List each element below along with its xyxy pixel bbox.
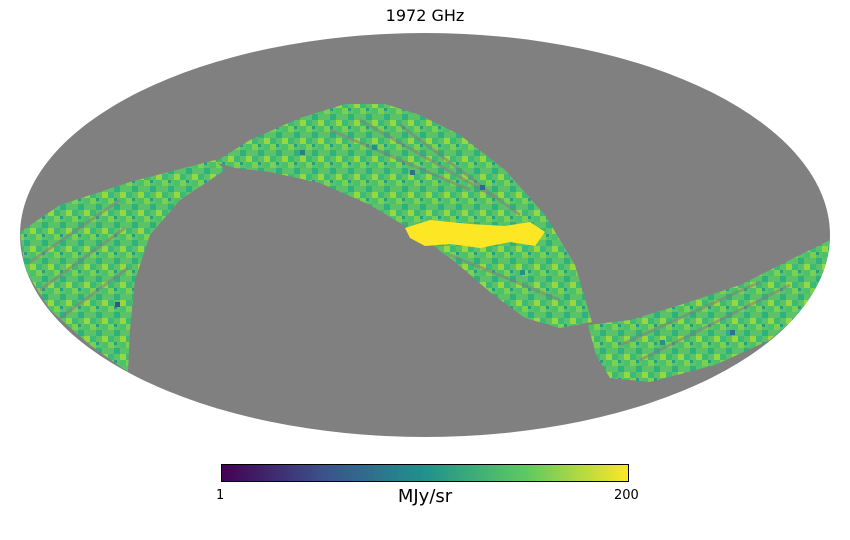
observed-band-right — [588, 240, 830, 382]
observed-band-center — [215, 104, 592, 328]
scan-stripes — [29, 118, 791, 362]
noise-pixels — [115, 145, 735, 345]
colorbar-unit-label: MJy/sr — [397, 486, 453, 507]
observed-band-left — [20, 160, 225, 372]
map-title: 1972 GHz — [385, 6, 465, 25]
colorbar-max-label: 200 — [614, 488, 639, 503]
colorbar — [221, 464, 629, 482]
bright-emission-region — [405, 220, 545, 248]
colorbar-min-label: 1 — [216, 488, 225, 503]
